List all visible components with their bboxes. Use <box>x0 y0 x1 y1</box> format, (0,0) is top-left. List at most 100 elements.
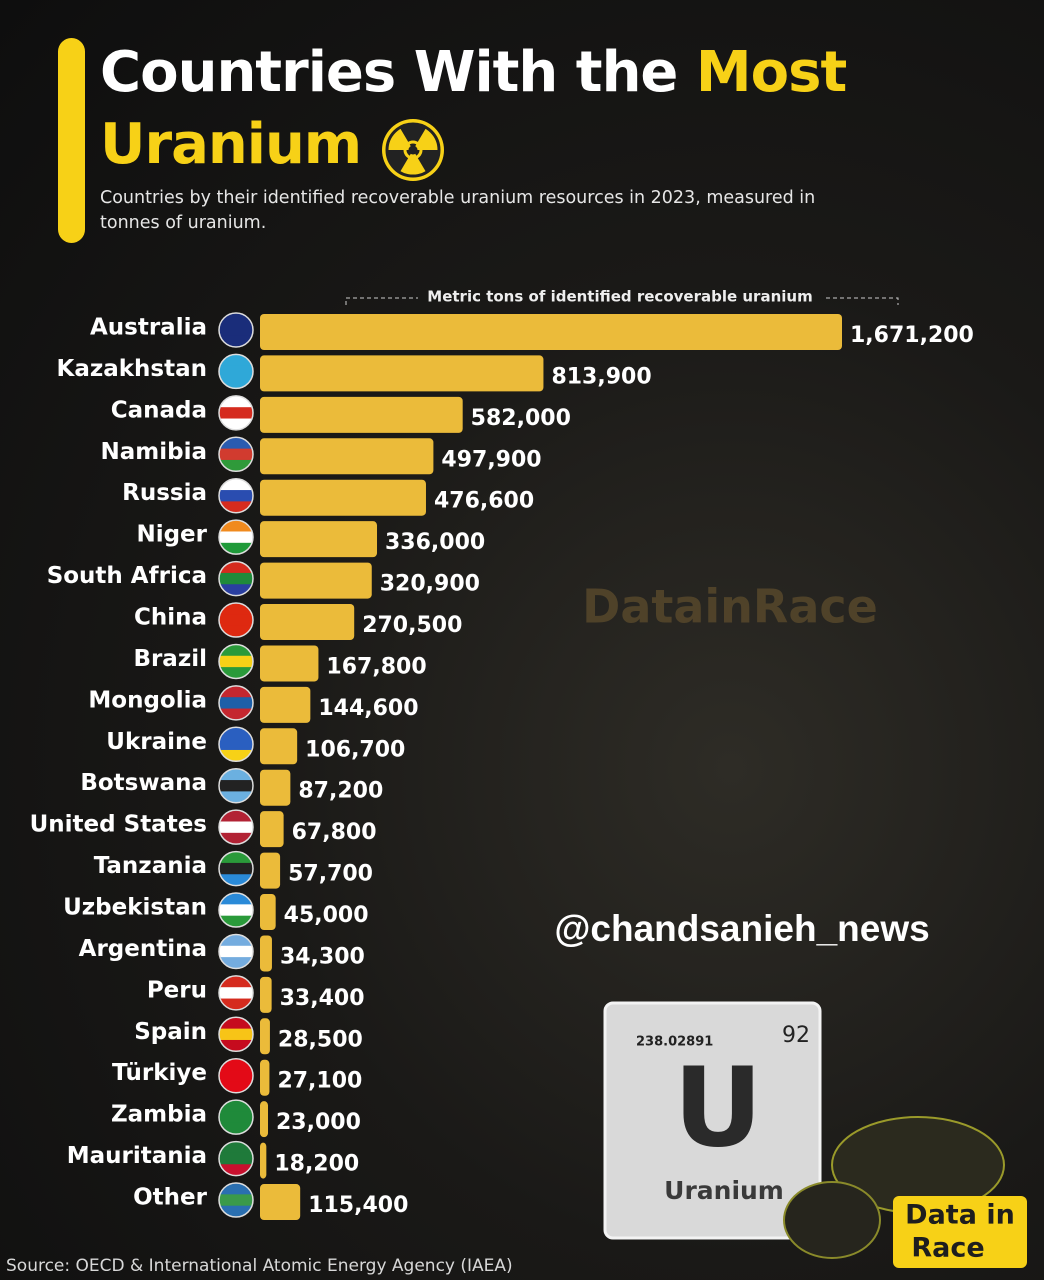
flag-stripe <box>219 501 253 513</box>
flag-stripe <box>219 365 253 378</box>
axis-note-bracket <box>345 297 899 305</box>
flag-stripe <box>219 749 253 762</box>
flag-stripe <box>219 987 253 1000</box>
flag-border <box>218 560 254 597</box>
category-label: Argentina <box>79 936 207 962</box>
flag <box>218 643 254 680</box>
flag-border <box>218 312 254 348</box>
flag-stripe <box>219 738 253 751</box>
flag-stripe <box>219 945 253 958</box>
watermark: @chandsanieh_news <box>554 908 929 949</box>
value-label: 813,900 <box>551 364 651 389</box>
bar <box>260 645 319 682</box>
flag-stripe <box>219 459 253 472</box>
value-label: 476,600 <box>434 489 534 514</box>
flag-border <box>218 643 254 680</box>
flag-stripe <box>219 1058 253 1071</box>
bar <box>260 935 272 972</box>
accent-bar <box>58 38 85 243</box>
flag-stripe <box>219 1205 253 1218</box>
value-label: 87,200 <box>298 779 383 804</box>
flag-stripe <box>219 655 253 668</box>
flag-stripe <box>219 851 253 864</box>
value-label: 34,300 <box>280 944 365 969</box>
flag-stripe <box>219 561 253 574</box>
flag-stripe <box>219 1164 253 1176</box>
flag-stripe <box>219 697 253 710</box>
bar <box>260 604 355 641</box>
flag-stripe <box>219 934 253 947</box>
flag-stripe <box>219 821 253 834</box>
category-label: Brazil <box>133 646 207 672</box>
flag-stripe <box>219 1111 253 1124</box>
flag-stripe <box>219 915 253 928</box>
title-part: Most <box>695 40 847 105</box>
category-label: Mongolia <box>88 687 207 713</box>
flag-stripe <box>219 1070 253 1082</box>
icon-gap <box>403 140 423 160</box>
flag <box>218 395 254 431</box>
flag-stripe <box>219 531 253 544</box>
flag-stripe <box>219 490 253 502</box>
flag <box>218 477 254 514</box>
title-part: Countries With the <box>100 40 678 105</box>
value-label: 27,100 <box>277 1069 362 1094</box>
flag-stripe <box>219 478 253 491</box>
bar <box>260 438 434 475</box>
flag-stripe <box>219 584 253 596</box>
value-label: 270,500 <box>362 613 462 638</box>
flag <box>218 1182 254 1218</box>
title-line-2: Uranium <box>100 112 362 177</box>
element-mass: 238.02891 <box>636 1035 713 1050</box>
flag-border <box>218 1057 254 1094</box>
bar <box>260 1059 270 1096</box>
category-label: Namibia <box>101 439 208 465</box>
flag <box>218 892 254 928</box>
flag-border <box>218 975 254 1011</box>
flag-stripe <box>219 407 253 420</box>
bar <box>260 479 426 516</box>
flag-stripe <box>219 1081 253 1093</box>
value-label: 582,000 <box>471 406 571 431</box>
flag-border <box>218 1016 254 1053</box>
category-label: Uzbekistan <box>63 895 207 921</box>
category-label: Australia <box>90 315 207 341</box>
category-label: United States <box>30 812 207 838</box>
flag-stripe <box>219 1039 253 1052</box>
flag <box>218 436 254 473</box>
flag-border <box>218 436 254 473</box>
icon-blades <box>387 124 439 172</box>
flag-stripe <box>219 603 253 615</box>
flag <box>218 685 254 721</box>
flag <box>218 850 254 887</box>
category-label: Peru <box>147 977 207 1003</box>
bar <box>260 1018 270 1055</box>
bar <box>260 396 463 433</box>
bar <box>260 976 272 1013</box>
flag-stripe <box>219 810 253 822</box>
category-label: Niger <box>136 522 207 548</box>
flag-stripe <box>219 354 253 367</box>
flag-stripe <box>219 418 253 430</box>
flag <box>218 1016 254 1053</box>
flag-border <box>218 1182 254 1218</box>
flag-border <box>218 892 254 928</box>
flag-stripe <box>219 1152 253 1165</box>
bar <box>260 1101 269 1138</box>
flag-border <box>218 519 254 555</box>
flag-stripe <box>219 313 253 325</box>
category-label: Mauritania <box>67 1143 207 1169</box>
flag-stripe <box>219 791 253 803</box>
flag-border <box>218 395 254 431</box>
bar <box>260 686 311 723</box>
flag-stripe <box>219 893 253 905</box>
flag-stripe <box>219 904 253 917</box>
flag <box>218 312 254 348</box>
flag-stripe <box>219 862 253 875</box>
flag-border <box>218 353 254 390</box>
flag <box>218 1099 254 1135</box>
flag-stripe <box>219 572 253 585</box>
flag-stripe <box>219 768 253 781</box>
flag-stripe <box>219 1194 253 1207</box>
title-line-1: Countries With the Most <box>100 40 847 105</box>
